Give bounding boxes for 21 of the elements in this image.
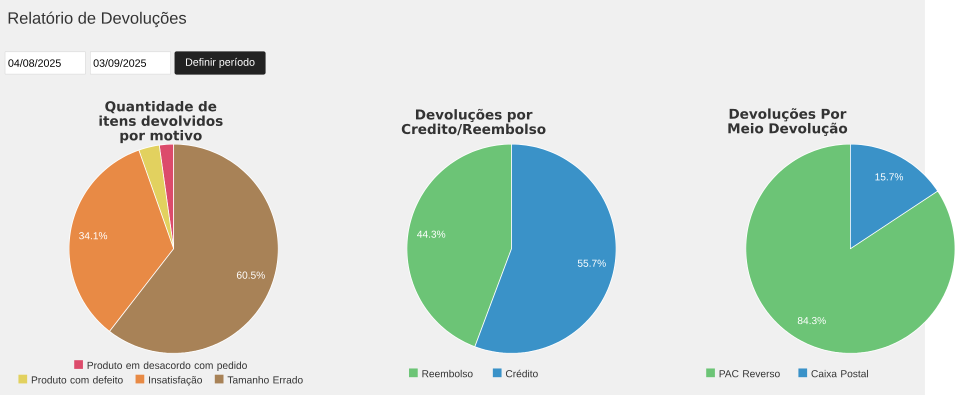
legend-label: Produto com defeito <box>32 376 123 384</box>
chart-title: Quantidade de itens devolvidos por motivo <box>100 100 223 144</box>
data-label: 84.3% <box>798 316 826 324</box>
legend-label: Crédito <box>506 370 538 378</box>
text: 03/09/2025 <box>94 58 146 67</box>
text: 04/08/2025 <box>8 58 61 67</box>
legend-label: Insatisfação <box>149 376 202 386</box>
text: Relatório de Devoluções <box>8 11 186 28</box>
text: Definir período <box>186 58 255 68</box>
chart-title: Devoluções por Credito/Reembolso <box>402 108 546 136</box>
legend-label: Produto em desacordo com pedido <box>88 361 247 371</box>
legend-label: Tamanho Errado <box>228 376 303 384</box>
data-label: 34.1% <box>79 232 108 240</box>
legend-label: Caixa Postal <box>812 370 868 378</box>
legend-label: PAC Reverso <box>720 370 780 378</box>
chart-title: Devoluções Por Meio Devolução <box>728 108 848 136</box>
data-label: 60.5% <box>236 271 265 279</box>
legend-label: Reembolso <box>422 370 473 378</box>
data-label: 55.7% <box>578 260 606 267</box>
data-label: 15.7% <box>875 173 904 180</box>
data-label: 44.3% <box>417 230 446 238</box>
